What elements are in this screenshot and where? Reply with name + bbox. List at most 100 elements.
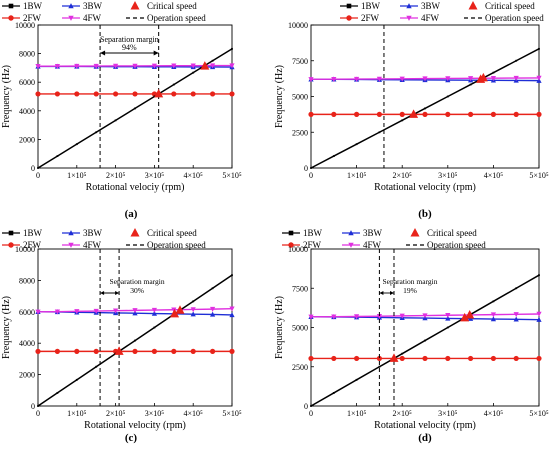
legend-marker: [130, 228, 140, 237]
data-point: [151, 310, 157, 316]
data-point: [378, 131, 381, 134]
data-point: [95, 365, 98, 368]
legend-label: 3BW: [83, 228, 103, 238]
legend-label: 3BW: [421, 1, 441, 11]
critical-speed-marker: [175, 305, 185, 314]
y-tick-label: 6000: [19, 308, 35, 317]
data-point: [308, 355, 314, 362]
legend: 1BW 3BW Critical speed 2FW 4FW Operation spee…: [2, 1, 206, 23]
data-point: [310, 167, 312, 169]
data-point: [35, 63, 41, 69]
x-tick-label: 5×10⁵: [529, 409, 549, 418]
data-point: [229, 348, 235, 354]
legend-label: 2FW: [303, 240, 322, 250]
y-axis-label: Frequency (Hz): [274, 296, 285, 359]
series-2FW: [35, 91, 235, 97]
x-axis-label: Rotational velociy (rpm): [86, 182, 185, 193]
data-point: [355, 143, 358, 146]
annotation-value: 30%: [130, 286, 144, 295]
legend-label: 3BW: [83, 1, 103, 11]
panel-label: (c): [125, 432, 138, 444]
data-point: [331, 111, 337, 117]
arrow-head-left: [379, 291, 384, 295]
data-point: [151, 307, 157, 313]
arrow-head-left: [100, 50, 106, 56]
data-point: [536, 311, 542, 317]
legend-item: 4FW: [62, 240, 102, 250]
series-2FW: [308, 355, 542, 362]
x-axis-label: Rotational velocity (rpm): [374, 182, 476, 193]
data-point: [54, 348, 61, 354]
x-axis-label: Rotational velocity (rpm): [84, 420, 186, 431]
plot-frame: [310, 248, 540, 407]
data-point: [54, 63, 60, 69]
data-point: [113, 308, 119, 314]
data-point: [422, 355, 428, 362]
y-tick-label: 2500: [292, 363, 308, 372]
critical-speed-marker: [154, 88, 164, 98]
data-point: [445, 355, 451, 362]
y-tick-label: 6000: [19, 78, 35, 87]
data-point: [210, 91, 216, 97]
chart-panel-4: 1BW 3BW Critical speed 2FW 4FW Operation spee…: [274, 228, 549, 444]
data-point: [229, 63, 235, 69]
series-4FW: [35, 306, 235, 315]
y-tick-label: 8000: [19, 50, 35, 59]
annotation-title: Separation margin: [382, 277, 437, 286]
y-tick-label: 8000: [19, 276, 35, 285]
data-point: [114, 119, 117, 122]
legend-item: 1BW: [282, 228, 323, 238]
x-tick-label: 4×10⁵: [484, 171, 504, 180]
legend-item: 4FW: [342, 240, 382, 250]
data-point: [399, 313, 405, 319]
data-point: [171, 348, 177, 354]
y-tick-label: 2000: [19, 371, 35, 380]
x-tick-label: 2×10⁵: [106, 409, 126, 418]
data-point: [75, 378, 78, 381]
legend-label: Critical speed: [427, 228, 477, 238]
legend-marker: [68, 242, 74, 248]
legend-item: 4FW: [400, 13, 440, 23]
data-point: [513, 316, 519, 322]
x-tick-label: 3×10⁵: [438, 171, 458, 180]
data-point: [93, 91, 99, 97]
x-tick-label: 3×10⁵: [438, 409, 458, 418]
legend-label: Critical speed: [485, 1, 535, 11]
data-point: [399, 76, 405, 82]
data-point: [35, 309, 41, 315]
data-point: [229, 312, 235, 318]
data-point: [35, 91, 41, 97]
y-tick-label: 0: [304, 164, 308, 173]
data-point: [354, 314, 360, 320]
legend-label: 1BW: [23, 1, 43, 11]
data-point: [151, 63, 157, 69]
legend-marker: [288, 230, 294, 236]
data-point: [229, 306, 235, 312]
legend-marker: [68, 3, 74, 9]
legend-item: 1BW: [2, 228, 43, 238]
data-point: [513, 111, 519, 117]
series-4FW: [35, 63, 235, 69]
legend-item: Operation speed: [126, 240, 206, 250]
x-tick-label: 0: [309, 171, 313, 180]
data-point: [229, 91, 235, 97]
data-point: [490, 355, 496, 362]
legend-label: 1BW: [303, 228, 323, 238]
data-point: [56, 392, 59, 394]
data-point: [355, 378, 358, 381]
legend-item: 2FW: [2, 240, 42, 250]
data-point: [354, 111, 360, 117]
data-point: [445, 313, 451, 319]
data-point: [536, 75, 542, 81]
data-point: [446, 95, 449, 98]
series-1BW: [310, 47, 540, 169]
data-point: [190, 348, 196, 354]
data-point: [490, 316, 496, 322]
data-point: [56, 155, 59, 157]
legend-marker: [406, 3, 412, 9]
legend-label: Critical speed: [147, 1, 197, 11]
data-point: [74, 63, 80, 69]
